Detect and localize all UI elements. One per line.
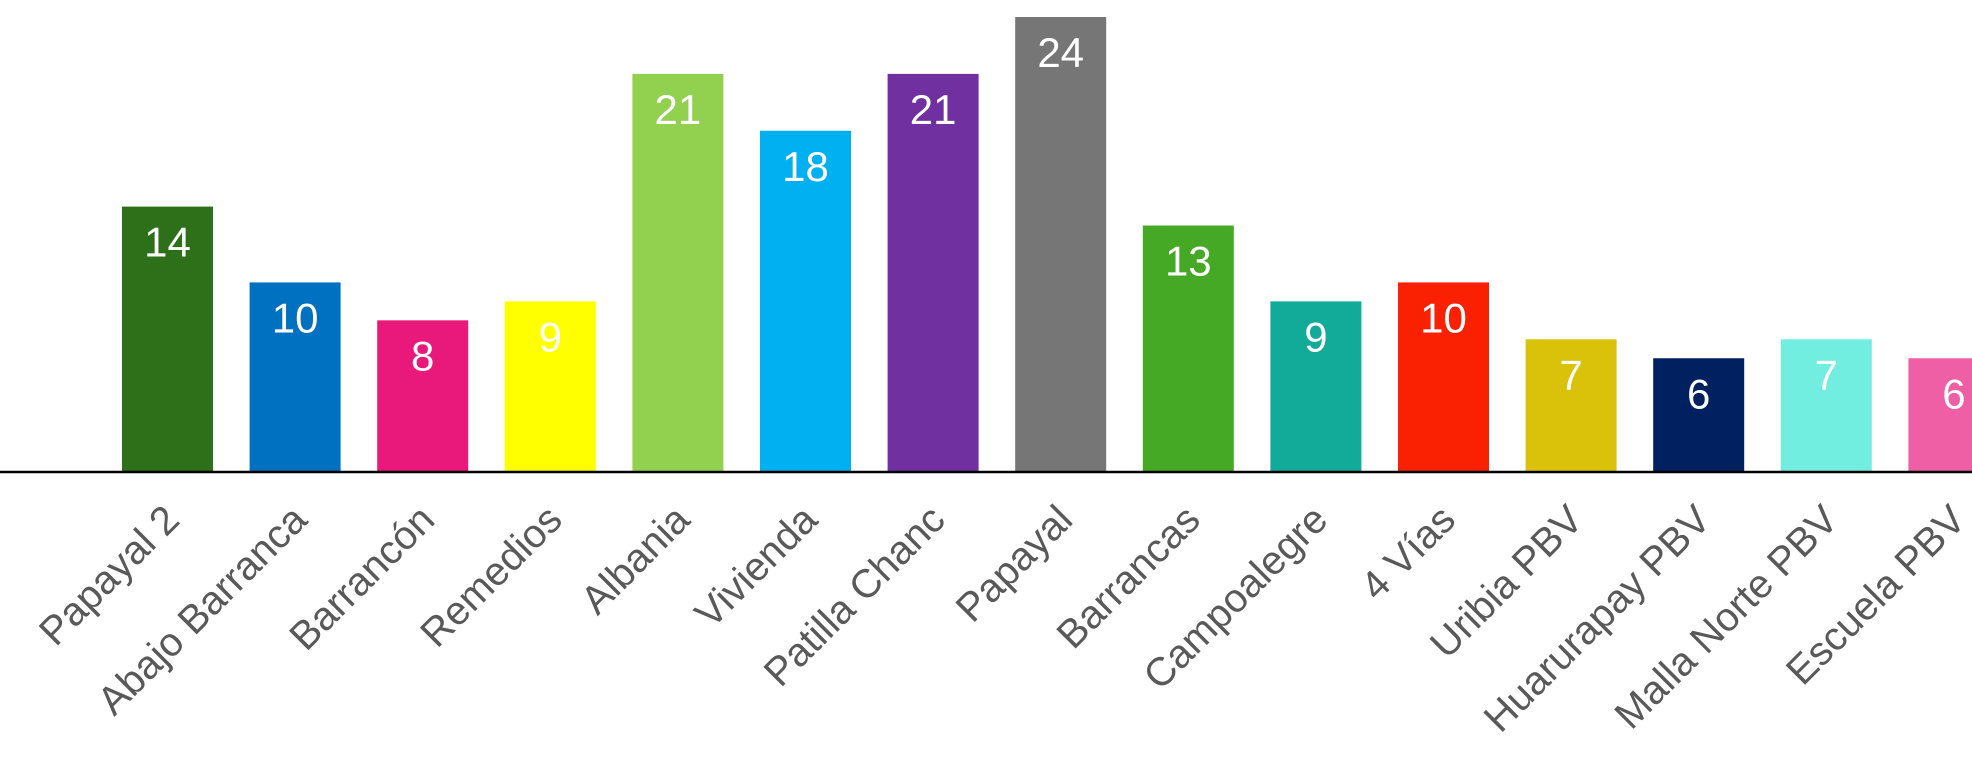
x-tick-label: 4 Vías: [1353, 497, 1464, 608]
bar-2: [249, 282, 341, 472]
bar-10: [1270, 301, 1362, 472]
x-tick-label: Remedios: [412, 497, 570, 655]
bar-value-label: 21: [910, 86, 957, 133]
bar-11: [1398, 282, 1489, 472]
bar-value-label: 9: [1304, 313, 1327, 360]
x-tick-label: Huarurapay PBV: [1476, 497, 1720, 741]
bar-13: [1653, 358, 1745, 472]
bar-value-label: 10: [1420, 294, 1467, 341]
bar-12: [1525, 339, 1617, 472]
bar-value-label: 24: [1037, 29, 1084, 76]
bar-9: [1142, 225, 1234, 472]
bar-value-label: 13: [1165, 238, 1212, 285]
value-labels-group: 14 10 8 9 21 18 21 24 13 9 10 7 6 7 6: [144, 29, 1965, 417]
x-tick-label: Malla Norte PBV: [1606, 497, 1846, 737]
bar-8: [1015, 17, 1107, 472]
x-tick-label: Papayal: [948, 497, 1081, 630]
bar-7: [887, 73, 979, 472]
bar-5: [632, 73, 724, 472]
bar-value-label: 9: [539, 313, 562, 360]
bar-value-label: 7: [1559, 351, 1582, 398]
bar-value-label: 14: [144, 219, 191, 266]
bar-value-label: 21: [655, 86, 702, 133]
bar-value-label: 6: [1687, 370, 1710, 417]
bar-value-label: 7: [1815, 351, 1838, 398]
bar-value-label: 8: [411, 332, 434, 379]
bar-3: [377, 320, 469, 472]
bar-14: [1780, 339, 1872, 472]
bar-value-label: 10: [272, 294, 319, 341]
bar-1: [122, 206, 213, 473]
bar-6: [760, 130, 851, 472]
bar-value-label: 6: [1942, 370, 1965, 417]
bars-group: [122, 17, 1972, 473]
x-tick-label: Albania: [573, 497, 699, 623]
bar-4: [504, 301, 596, 472]
bar-value-label: 18: [782, 143, 829, 190]
bar-15: [1908, 358, 1972, 472]
